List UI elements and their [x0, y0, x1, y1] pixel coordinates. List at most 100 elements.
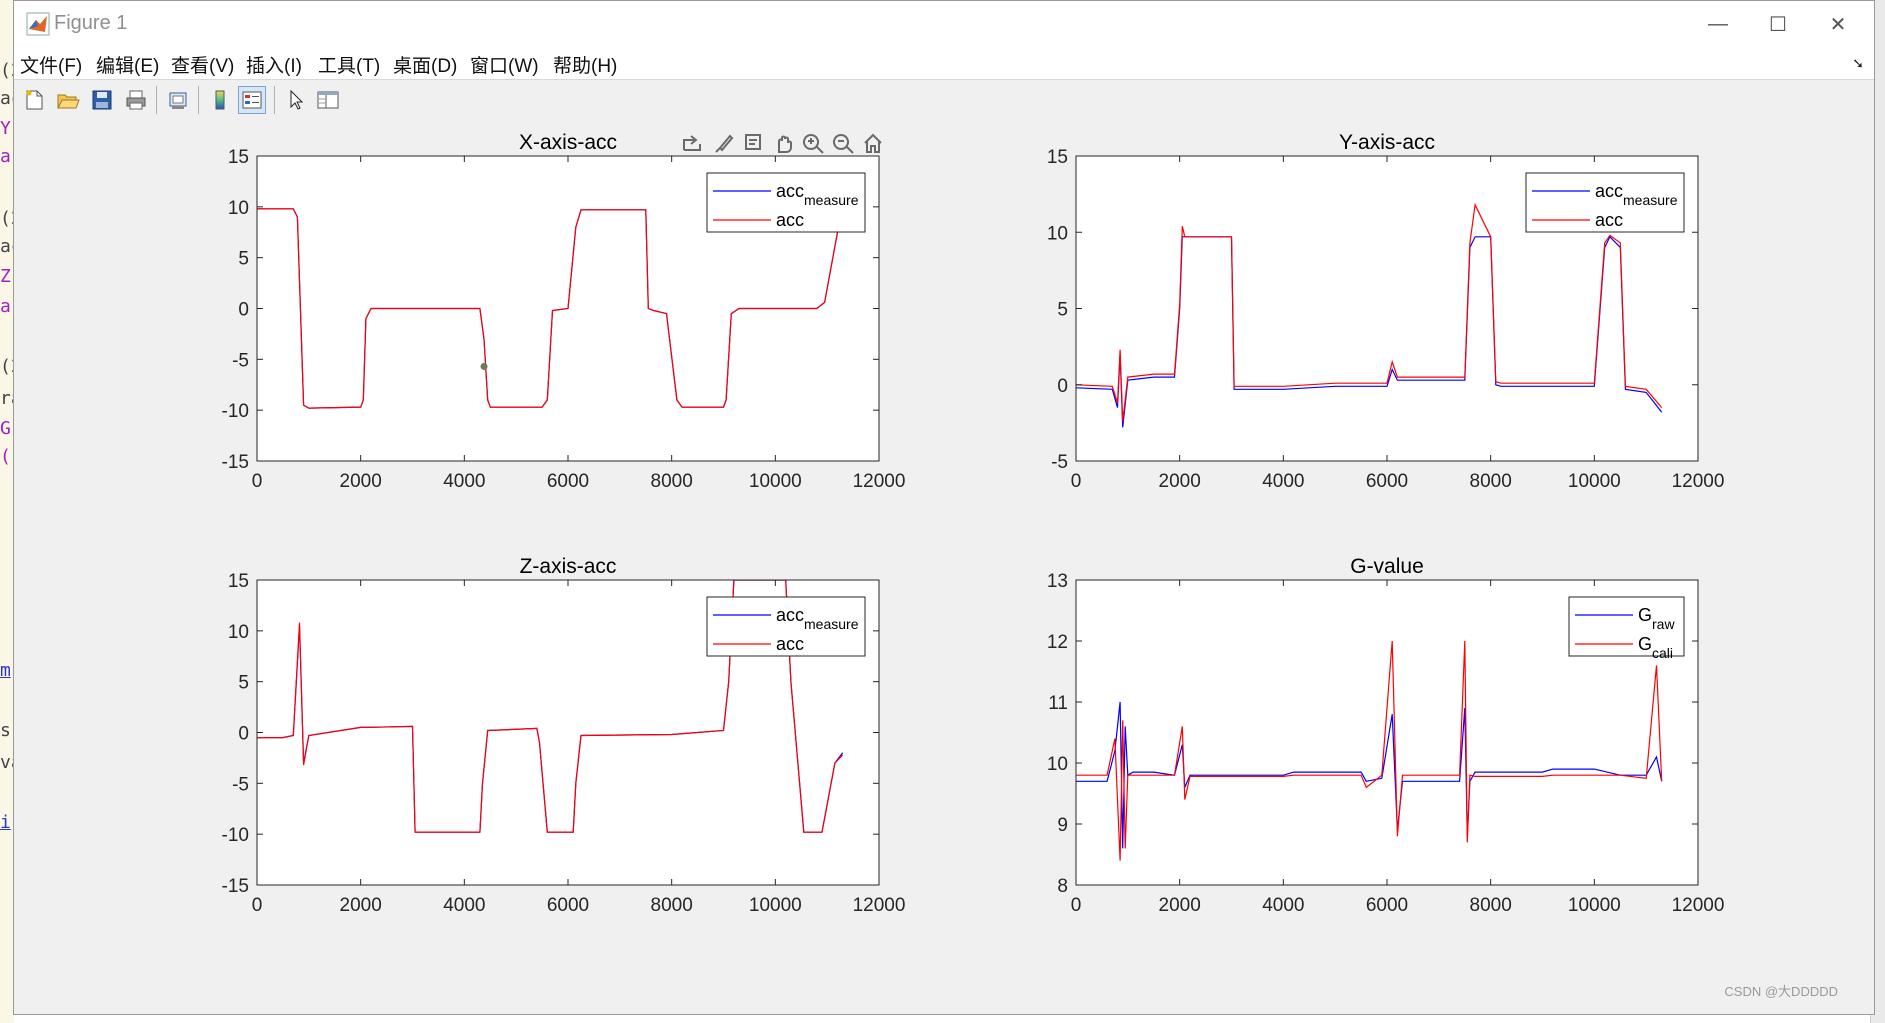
open-button[interactable] [54, 86, 82, 114]
menu-file[interactable]: 文件(F) [20, 56, 83, 77]
legend-box [1525, 172, 1685, 233]
background-editor [0, 0, 14, 1023]
legend-subscript: measure [804, 616, 859, 632]
pan-icon [778, 135, 792, 153]
menu-help[interactable]: 帮助(H) [553, 56, 618, 77]
chart-title: X-axis-acc [519, 131, 617, 154]
y-tick-label: 5 [1057, 300, 1068, 321]
menu-tools[interactable]: 工具(T) [318, 56, 381, 77]
axes-toolbar [683, 133, 882, 154]
menu-desktop[interactable]: 桌面(D) [393, 56, 458, 77]
x-tick-label: 6000 [1366, 471, 1408, 492]
chart-title: Z-axis-acc [520, 555, 617, 578]
y-tick-label: -15 [222, 876, 249, 897]
legend-box [706, 596, 866, 657]
x-tick-label: 12000 [1672, 471, 1725, 492]
matlab-icon [26, 12, 50, 36]
menu-edit[interactable]: 编辑(E) [96, 56, 160, 77]
legend-label: acc [776, 634, 804, 654]
minimize-button[interactable]: — [1688, 7, 1748, 41]
chart-1: 0 2000 4000 6000 8000 10000 12000-5051015Y-axi… [1047, 131, 1725, 492]
watermark: CSDN @大DDDDD [1724, 984, 1838, 999]
x-tick-label: 8000 [1470, 471, 1512, 492]
y-tick-label: 0 [238, 724, 249, 745]
maximize-button[interactable]: ☐ [1748, 7, 1808, 41]
chart-title: Y-axis-acc [1339, 131, 1435, 154]
window-title: Figure 1 [54, 12, 128, 34]
toolbar-separator [274, 86, 275, 114]
dock-icon[interactable]: ➘ [1852, 55, 1864, 71]
legend-subscript: measure [804, 192, 859, 208]
close-icon: ✕ [1829, 13, 1847, 36]
zoom-out-icon-path [833, 134, 854, 154]
pointer-button[interactable] [282, 86, 310, 114]
chart-3: 0 2000 4000 6000 8000 10000 12000 8 9 10 11 12 13 G-v… [1047, 555, 1725, 916]
background-code-fragment: a [0, 146, 11, 167]
export-icon [683, 135, 701, 151]
new-figure-button[interactable] [20, 86, 48, 114]
zoom-out-icon [833, 134, 854, 154]
y-tick-label: 15 [228, 571, 249, 592]
chart-2: 0 2000 4000 6000 8000 10000 12000 -15 -10 -5 0 5 10 1… [222, 555, 906, 916]
y-tick-label: 0 [1057, 376, 1068, 397]
print-preview-icon [169, 92, 187, 109]
colorbar-button[interactable] [206, 86, 234, 114]
y-tick-label: 10 [228, 198, 249, 219]
background-code-fragment: (2 [0, 208, 14, 229]
y-tick-label: 8 [1057, 876, 1068, 897]
datatip-icon [745, 134, 761, 150]
figure-window: Figure 1 — ☐ ✕ 文件(F) 编辑(E) 查看(V) 插入(I) 工… [13, 0, 1875, 1015]
y-tick-label: -15 [222, 452, 249, 473]
export-icon-path [683, 135, 701, 151]
menu-bar: 文件(F) 编辑(E) 查看(V) 插入(I) 工具(T) 桌面(D) 窗口(W… [14, 47, 1874, 79]
background-code-fragment: s [0, 720, 11, 741]
open-icon [57, 94, 80, 109]
menu-insert[interactable]: 插入(I) [246, 56, 302, 77]
x-tick-label: 8000 [651, 895, 693, 916]
chart-title: G-value [1350, 555, 1424, 578]
background-code-fragment: Z [0, 266, 11, 287]
colorbar-icon [215, 90, 225, 110]
background-code-fragment: (2 [0, 356, 14, 377]
title-bar: Figure 1 — ☐ ✕ [14, 1, 1874, 47]
property-inspector-icon [317, 91, 339, 109]
cursor-marker [480, 362, 488, 370]
print-button[interactable] [122, 86, 150, 114]
x-tick-label: 2000 [340, 895, 382, 916]
y-tick-label: 0 [238, 300, 249, 321]
x-tick-label: 2000 [1159, 471, 1201, 492]
save-button[interactable] [88, 86, 116, 114]
x-tick-label: 4000 [1262, 895, 1304, 916]
series-line-1 [1076, 640, 1663, 861]
property-inspector-button[interactable] [314, 86, 342, 114]
x-tick-label: 6000 [547, 895, 589, 916]
figure-toolbar [14, 79, 1874, 121]
figure-canvas: 0 2000 4000 6000 8000 10000 12000 -15 -10 -5 0 5 10 1… [14, 120, 1874, 1013]
x-tick-label: 6000 [547, 471, 589, 492]
maximize-icon: ☐ [1769, 13, 1787, 36]
x-tick-label: 10000 [1568, 471, 1621, 492]
x-tick-label: 12000 [853, 471, 906, 492]
print-icon [126, 90, 146, 110]
x-tick-label: 8000 [1470, 895, 1512, 916]
new-figure-icon [26, 90, 43, 110]
y-tick-label: 12 [1047, 632, 1068, 653]
pan-icon-path [778, 135, 792, 153]
brush-icon-path [715, 134, 734, 153]
x-tick-label: 2000 [340, 471, 382, 492]
toolbar-separator [198, 86, 199, 114]
y-tick-label: 15 [1047, 147, 1068, 168]
print-preview-button[interactable] [164, 86, 192, 114]
legend-label: acc [1595, 210, 1623, 230]
legend-box [1568, 596, 1685, 657]
background-code-fragment: Y [0, 118, 11, 139]
close-button[interactable]: ✕ [1808, 7, 1868, 41]
x-tick-label: 0 [252, 471, 263, 492]
y-tick-label: 13 [1047, 571, 1068, 592]
menu-view[interactable]: 查看(V) [171, 56, 235, 77]
legend-subscript: cali [1652, 645, 1673, 661]
y-tick-label: 15 [228, 147, 249, 168]
legend-button[interactable] [238, 86, 266, 114]
y-tick-label: 10 [228, 622, 249, 643]
menu-window[interactable]: 窗口(W) [470, 56, 539, 77]
